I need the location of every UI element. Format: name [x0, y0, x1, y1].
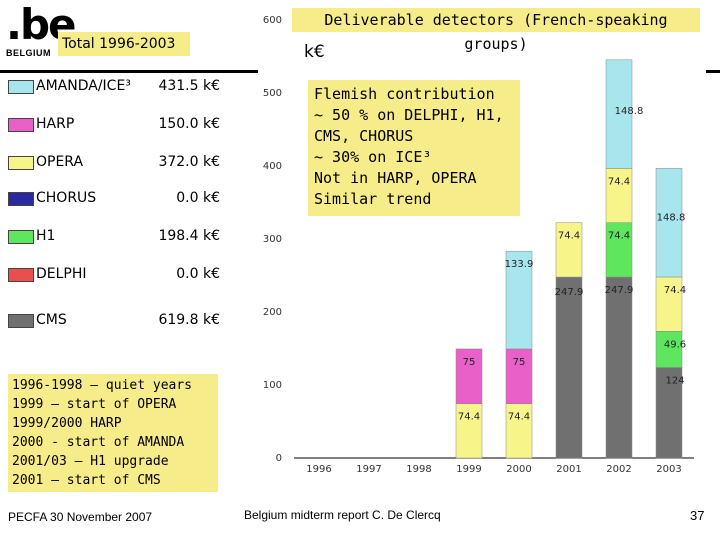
legend-value-chorus: 0.0 k€	[176, 190, 220, 206]
x-tick-label: 2003	[656, 464, 681, 475]
data-label: 148.8	[657, 212, 686, 223]
bar-opera-2000	[505, 403, 533, 459]
data-label: 49.6	[664, 339, 686, 350]
bar-opera-2001	[555, 222, 583, 278]
timeline-note-line: 1999 – start of OPERA	[12, 397, 177, 412]
bar-harp-2000	[505, 348, 533, 404]
timeline-note-line: 2001 – start of CMS	[12, 473, 161, 488]
bar-cms-2002	[605, 276, 633, 459]
legend-swatch-amanda	[8, 80, 34, 94]
flemish-contribution-note: Flemish contribution ~ 50 % on DELPHI, H1…	[308, 80, 520, 216]
legend-label-h1: H1	[36, 228, 56, 244]
bar-opera-1999	[455, 403, 483, 459]
data-label: 74.4	[458, 412, 480, 423]
legend-value-h1: 198.4 k€	[158, 228, 220, 244]
chart-title: Deliverable detectors (French-speaking g…	[292, 8, 700, 53]
flemish-note-line: Flemish contribution	[314, 85, 495, 103]
data-label: 74.4	[664, 285, 686, 296]
legend-label-cms: CMS	[36, 312, 67, 328]
data-label: 74.4	[508, 412, 530, 423]
bar-amanda-2003	[655, 168, 683, 278]
page-number: 37	[690, 508, 705, 523]
legend-swatch-h1	[8, 230, 34, 244]
y-tick-label: 200	[263, 307, 282, 318]
bar-opera-2002	[605, 168, 633, 223]
timeline-note-line: 1996-1998 – quiet years	[12, 378, 193, 393]
x-tick-label: 1999	[456, 464, 481, 475]
legend-swatch-harp	[8, 118, 34, 132]
legend-swatch-chorus	[8, 192, 34, 206]
data-label: 74.4	[608, 176, 630, 187]
data-label: 124	[665, 375, 684, 386]
total-period-label: Total 1996-2003	[58, 32, 190, 56]
header-divider-right	[706, 70, 720, 73]
y-tick-label: 500	[263, 88, 282, 99]
data-label: 148.8	[615, 106, 644, 117]
bar-cms-2003	[655, 367, 683, 459]
bar-opera-2003	[655, 276, 683, 332]
data-label: 75	[513, 357, 526, 368]
belgium-logo: .be BELGIUM	[4, 0, 77, 62]
x-tick-label: 1998	[406, 464, 431, 475]
data-label: 247.9	[555, 287, 584, 298]
legend-swatch-delphi	[8, 268, 34, 282]
bar-amanda-2000	[505, 250, 533, 350]
legend-label-harp: HARP	[36, 116, 75, 132]
timeline-note-line: 2000 - start of AMANDA	[12, 435, 185, 450]
timeline-notes: 1996-1998 – quiet years 1999 – start of O…	[8, 374, 218, 492]
timeline-note-line: 2001/03 – H1 upgrade	[12, 454, 169, 469]
bar-h1-2002	[605, 222, 633, 278]
data-label: 133.9	[505, 259, 534, 270]
y-tick-label: 0	[276, 453, 282, 464]
bar-amanda-2002	[605, 59, 633, 169]
y-tick-label: 600	[263, 15, 282, 26]
legend-label-chorus: CHORUS	[36, 190, 97, 206]
legend-value-amanda: 431.5 k€	[158, 78, 220, 94]
data-label: 74.4	[558, 231, 580, 242]
logo-subtitle: BELGIUM	[6, 48, 51, 58]
x-tick-label: 2001	[556, 464, 581, 475]
bar-cms-2001	[555, 276, 583, 459]
bar-harp-1999	[455, 348, 483, 404]
legend-swatch-cms	[8, 314, 34, 328]
x-tick-label: 1997	[356, 464, 381, 475]
footer-event: PECFA 30 November 2007	[8, 510, 153, 524]
legend-value-harp: 150.0 k€	[158, 116, 220, 132]
timeline-note-line: 1999/2000 HARP	[12, 416, 122, 431]
y-axis-unit: k€	[304, 42, 325, 62]
flemish-note-line: CMS, CHORUS	[314, 127, 414, 145]
flemish-note-line: ~ 50 % on DELPHI, H1,	[314, 106, 504, 124]
x-tick-label: 2000	[506, 464, 531, 475]
legend-value-opera: 372.0 k€	[158, 154, 220, 170]
legend-swatch-opera	[8, 156, 34, 170]
x-tick-label: 2002	[606, 464, 631, 475]
y-tick-label: 300	[263, 234, 282, 245]
legend-label-delphi: DELPHI	[36, 266, 87, 282]
flemish-note-line: Similar trend	[314, 190, 432, 208]
flemish-note-line: ~ 30% on ICE³	[314, 148, 432, 166]
header-divider	[0, 70, 258, 73]
y-tick-label: 100	[263, 380, 282, 391]
data-label: 74.4	[608, 231, 630, 242]
data-label: 247.9	[605, 285, 634, 296]
flemish-note-line: Not in HARP, OPERA	[314, 169, 477, 187]
x-tick-label: 1996	[306, 464, 331, 475]
legend-value-cms: 619.8 k€	[158, 312, 220, 328]
legend-label-opera: OPERA	[36, 154, 84, 170]
y-tick-label: 400	[263, 161, 282, 172]
footer-report: Belgium midterm report C. De Clercq	[244, 508, 441, 522]
legend-label-amanda: AMANDA/ICE³	[36, 78, 131, 94]
legend-value-delphi: 0.0 k€	[176, 266, 220, 282]
data-label: 75	[463, 357, 476, 368]
